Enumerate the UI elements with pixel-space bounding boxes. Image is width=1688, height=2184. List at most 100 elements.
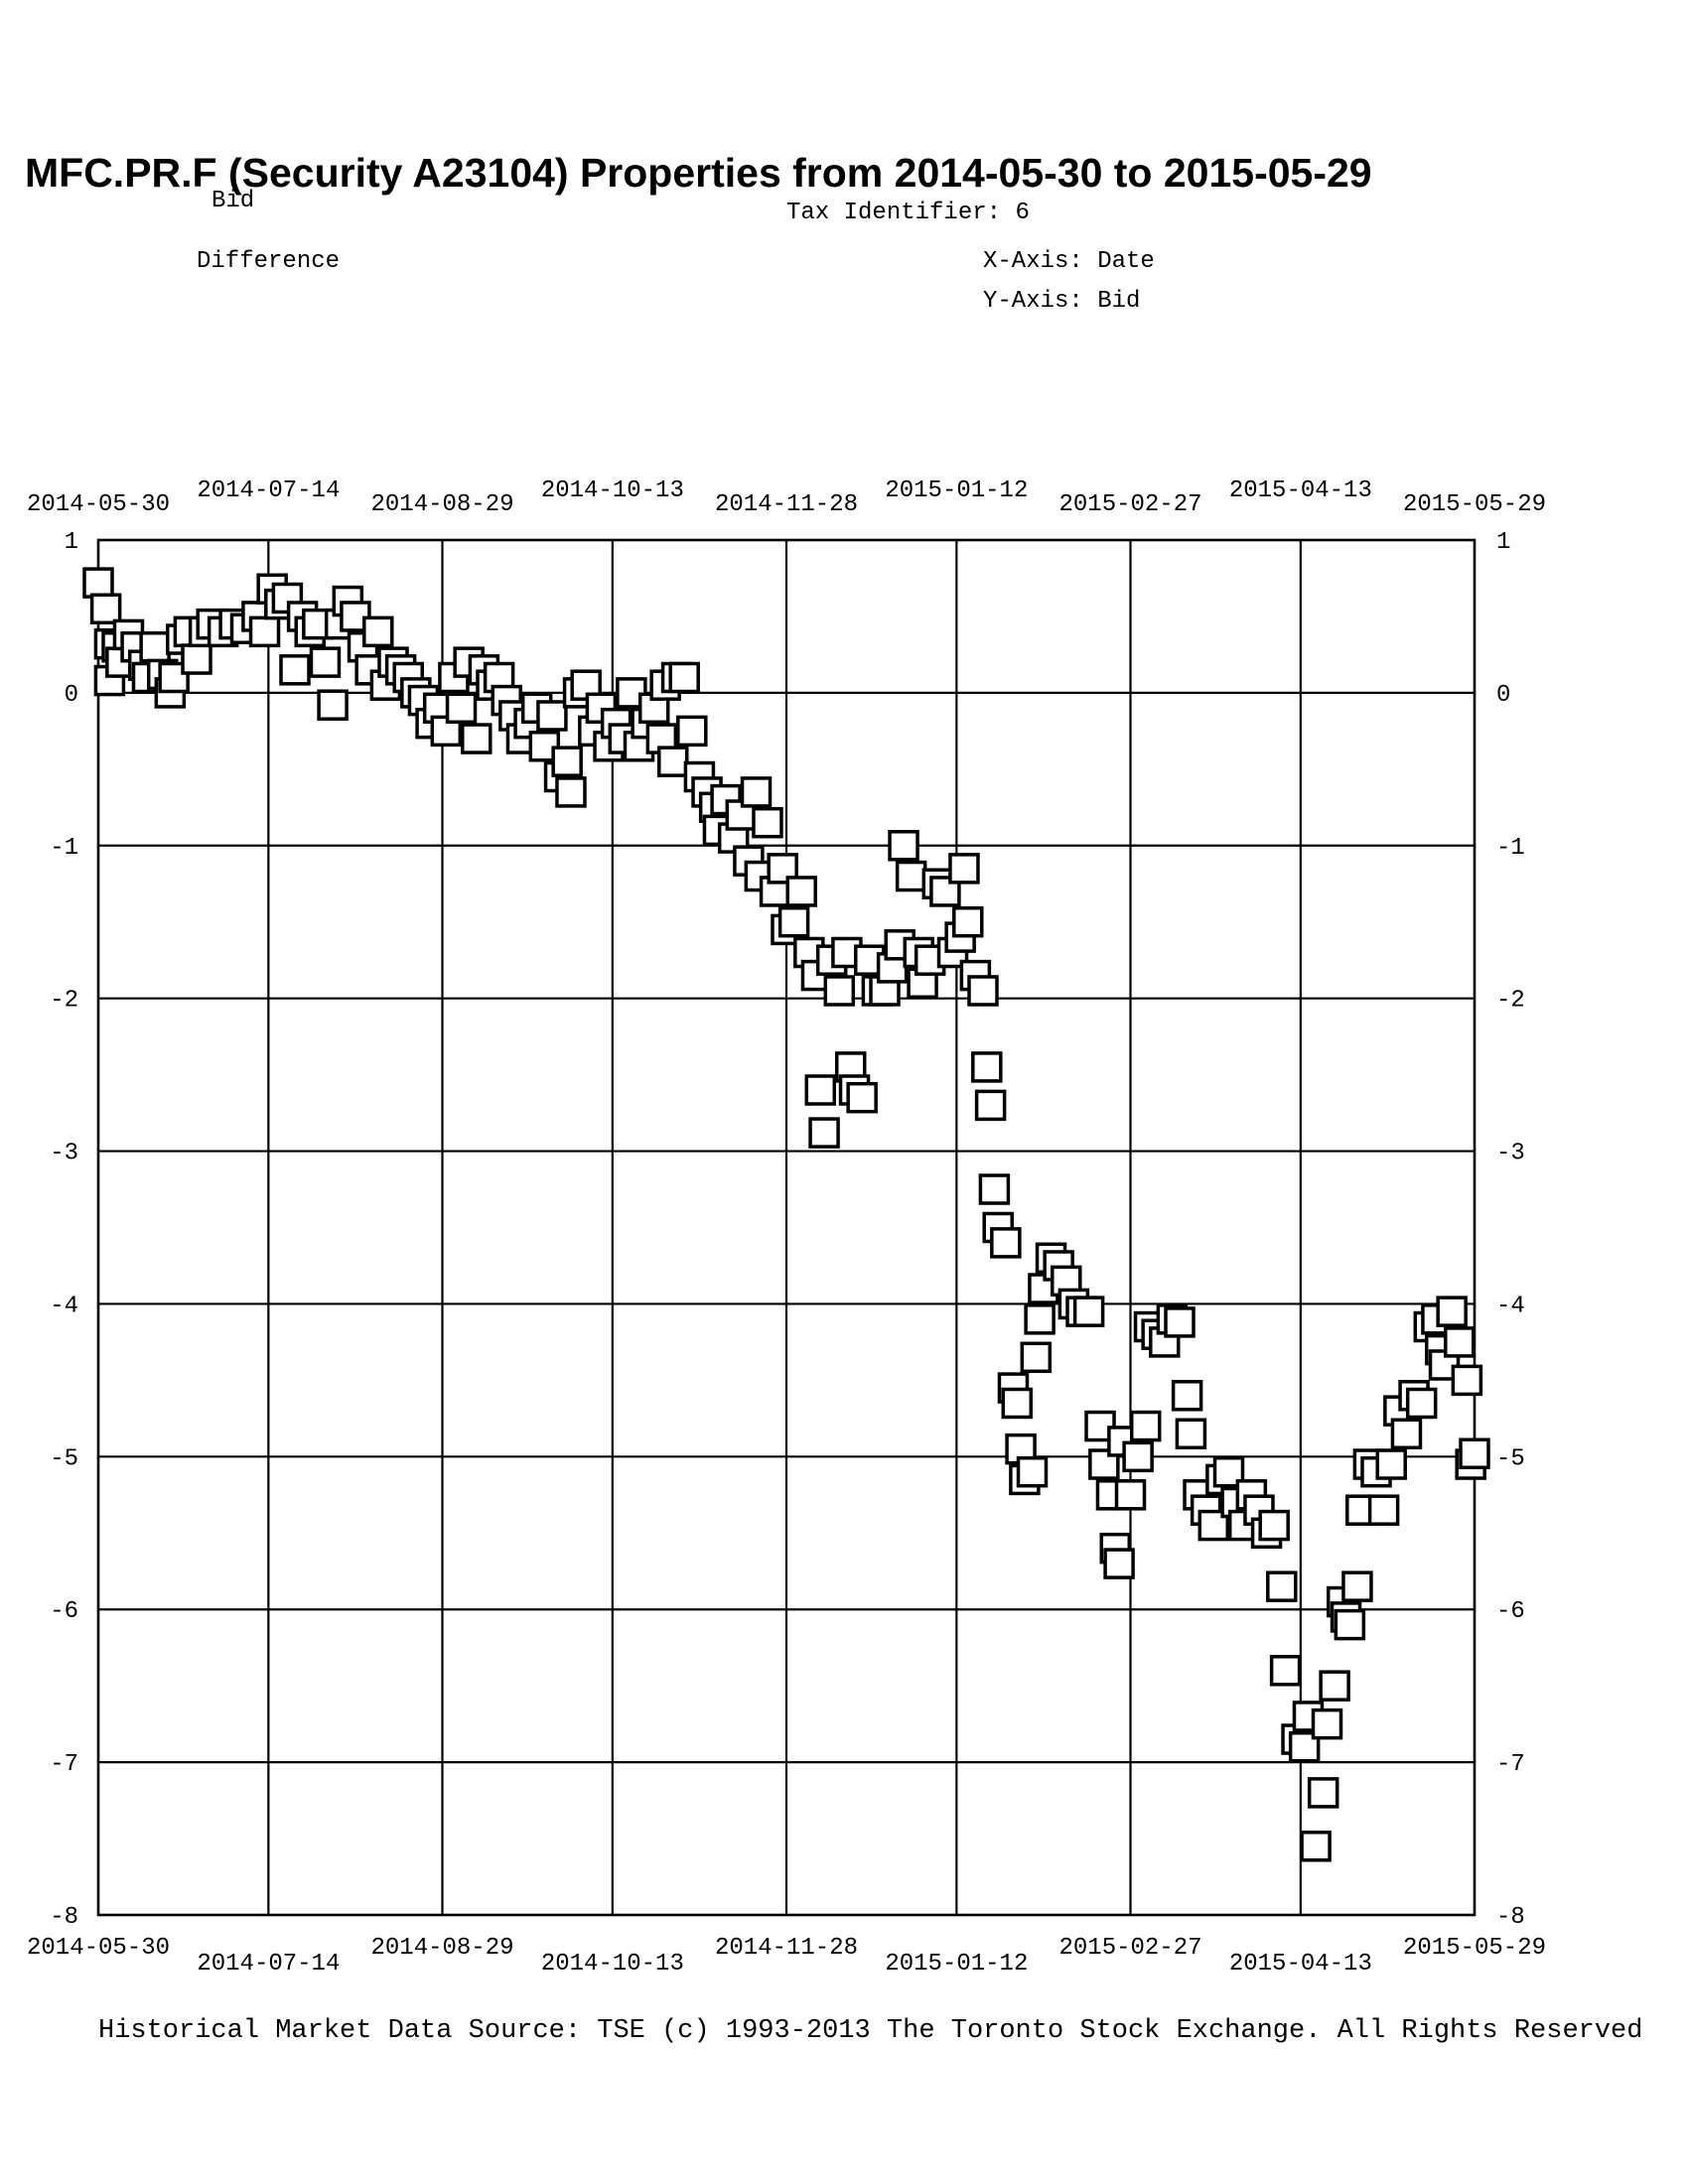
point [1459, 1437, 1490, 1470]
point [1288, 1730, 1321, 1763]
point [461, 723, 492, 754]
point [990, 1227, 1022, 1259]
point [555, 776, 587, 808]
x-tick-label-top: 2014-11-28 [715, 491, 858, 518]
y-tick-label: -1 [50, 835, 78, 862]
point [1258, 1509, 1290, 1542]
point [967, 975, 999, 1007]
point [1451, 1364, 1483, 1397]
point [1072, 1296, 1105, 1327]
x-tick-label-bottom: 2015-01-12 [885, 1951, 1028, 1978]
point [1103, 1548, 1135, 1579]
point [767, 853, 798, 885]
x-tick-label-top: 2014-05-30 [27, 491, 170, 518]
point [895, 860, 927, 892]
point [1436, 1296, 1468, 1327]
point [948, 853, 980, 885]
y-tick-label-right: -1 [1496, 835, 1525, 862]
point [1164, 1306, 1196, 1338]
y-tick-label: 1 [65, 529, 78, 556]
point [317, 689, 349, 721]
point [804, 1074, 837, 1106]
point [1367, 1494, 1400, 1526]
x-tick-label-top: 2015-02-27 [1058, 491, 1201, 518]
marks [82, 567, 1490, 1862]
point [657, 746, 689, 777]
point [846, 1081, 878, 1114]
y-tick-label: -5 [50, 1445, 78, 1472]
point [1001, 1387, 1034, 1420]
point [676, 715, 708, 748]
point [279, 654, 311, 686]
point [823, 975, 856, 1007]
tick-labels: -8 -8 -7 -7 -6 -6 -5 -5 -4 -4 -3 -3 -2 -2 -1 -1 0 0 1 1 2014… [27, 478, 1546, 1978]
x-tick-label-bottom: 2015-05-29 [1403, 1935, 1546, 1962]
point [1341, 1570, 1373, 1602]
subtitle: Bid [211, 188, 254, 214]
point [971, 1051, 1003, 1083]
point [181, 643, 212, 675]
plot-frame [96, 538, 1477, 1917]
point [89, 593, 122, 624]
point [1175, 1418, 1207, 1449]
y-tick-label-right: 0 [1496, 682, 1510, 709]
point [752, 806, 783, 839]
point [978, 1173, 1011, 1205]
y-tick-label-right: -6 [1496, 1598, 1525, 1625]
point [1319, 1670, 1350, 1702]
y-axis-label: Y-Axis: Bid [983, 288, 1140, 315]
point [536, 700, 568, 732]
x-tick-label-top: 2015-05-29 [1403, 491, 1546, 518]
y-tick-label: -2 [50, 988, 78, 1015]
point [1334, 1608, 1366, 1641]
x-tick-label-top: 2014-08-29 [370, 491, 513, 518]
grid [96, 538, 1477, 1917]
point [139, 630, 171, 663]
point [1212, 1455, 1245, 1488]
point [1307, 1777, 1339, 1809]
point [808, 1117, 840, 1149]
x-tick-label-top: 2015-04-13 [1229, 478, 1372, 504]
point [1266, 1570, 1298, 1602]
point [952, 905, 984, 938]
point [1129, 1410, 1162, 1442]
y-tick-label-right: -7 [1496, 1751, 1525, 1778]
y-tick-label-right: -2 [1496, 988, 1525, 1015]
point [1311, 1707, 1343, 1740]
point [1016, 1455, 1049, 1488]
y-tick-label: -7 [50, 1751, 78, 1778]
footer: Historical Market Data Source: TSE (c) 1… [98, 2016, 1642, 2046]
point [785, 876, 817, 907]
y-tick-label-right: -5 [1496, 1445, 1525, 1472]
y-tick-label-right: -8 [1496, 1904, 1525, 1931]
point [309, 646, 342, 678]
y-tick-label: -4 [50, 1293, 78, 1319]
point [551, 746, 583, 777]
point [668, 661, 700, 694]
x-tick-label-bottom: 2014-05-30 [27, 1935, 170, 1962]
x-tick-label-bottom: 2014-11-28 [715, 1935, 858, 1962]
point [1405, 1387, 1438, 1420]
point [1114, 1479, 1147, 1511]
x-tick-label-bottom: 2015-04-13 [1229, 1951, 1372, 1978]
y-tick-label: -3 [50, 1141, 78, 1167]
point [1122, 1440, 1154, 1473]
point [1390, 1418, 1423, 1449]
x-tick-label-top: 2014-07-14 [197, 478, 340, 504]
x-tick-label-bottom: 2014-08-29 [370, 1935, 513, 1962]
x-tick-label-bottom: 2014-10-13 [541, 1951, 684, 1978]
point [248, 615, 281, 648]
point [1269, 1655, 1302, 1687]
point [1024, 1303, 1055, 1335]
y-tick-label-right: -3 [1496, 1141, 1525, 1167]
point [929, 876, 961, 907]
y-tick-label-right: -4 [1496, 1293, 1525, 1319]
y-tick-label: 0 [65, 682, 78, 709]
point [1020, 1341, 1053, 1374]
y-tick-label-right: 1 [1496, 529, 1510, 556]
point [1171, 1380, 1203, 1412]
x-tick-label-top: 2015-01-12 [885, 478, 1028, 504]
point [777, 905, 810, 938]
